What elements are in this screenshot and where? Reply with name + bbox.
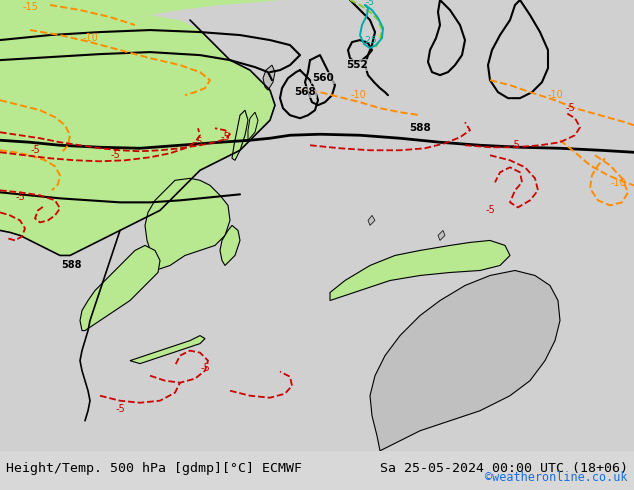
Text: -5: -5 [30,145,40,155]
Polygon shape [145,178,230,270]
Polygon shape [0,0,280,60]
Text: -10: -10 [547,90,563,100]
Text: -5: -5 [365,0,375,6]
Text: -5: -5 [200,363,210,373]
Text: ©weatheronline.co.uk: ©weatheronline.co.uk [485,471,628,484]
Text: -5: -5 [510,140,520,150]
Polygon shape [368,216,375,225]
Polygon shape [0,15,275,255]
Text: 560: 560 [312,73,334,83]
Text: 552: 552 [346,60,368,70]
Text: 568: 568 [294,87,316,97]
Text: 588: 588 [409,123,431,133]
Polygon shape [220,225,240,266]
Text: -5: -5 [15,193,25,202]
Text: -5: -5 [565,103,575,113]
Polygon shape [248,112,258,140]
Text: Sa 25-05-2024 00:00 UTC (18+06): Sa 25-05-2024 00:00 UTC (18+06) [380,462,628,475]
Polygon shape [263,65,275,90]
Text: -10: -10 [350,90,366,100]
Text: 588: 588 [61,261,82,270]
Polygon shape [80,245,160,331]
Text: Height/Temp. 500 hPa [gdmp][°C] ECMWF: Height/Temp. 500 hPa [gdmp][°C] ECMWF [6,462,302,475]
Text: -5: -5 [193,137,203,147]
Text: -5: -5 [485,205,495,216]
Text: -15: -15 [22,2,38,12]
Polygon shape [330,241,510,300]
Text: -10: -10 [82,33,98,43]
Text: -5: -5 [115,404,125,414]
Polygon shape [370,270,560,451]
Text: -25: -25 [363,36,377,45]
Text: -10: -10 [610,178,626,188]
Polygon shape [232,110,248,160]
Polygon shape [438,230,445,241]
Text: -5: -5 [220,132,230,142]
Polygon shape [130,336,205,364]
Text: -5: -5 [110,150,120,160]
